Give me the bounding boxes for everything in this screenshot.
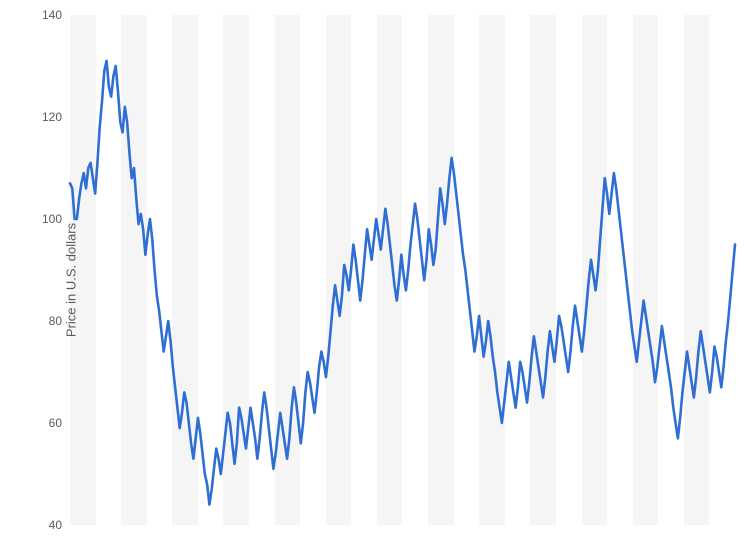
y-tick-label: 40 [49,518,62,532]
y-tick-label: 140 [42,8,62,22]
price-line-chart: Price in U.S. dollars 40 60 80 100 120 140 [0,0,754,560]
y-tick-label: 80 [49,314,62,328]
line-layer [70,15,735,525]
y-tick-label: 60 [49,416,62,430]
plot-area [70,15,735,525]
y-tick-label: 120 [42,110,62,124]
y-tick-label: 100 [42,212,62,226]
price-series-line [70,61,735,505]
y-axis-title: Price in U.S. dollars [64,223,79,337]
